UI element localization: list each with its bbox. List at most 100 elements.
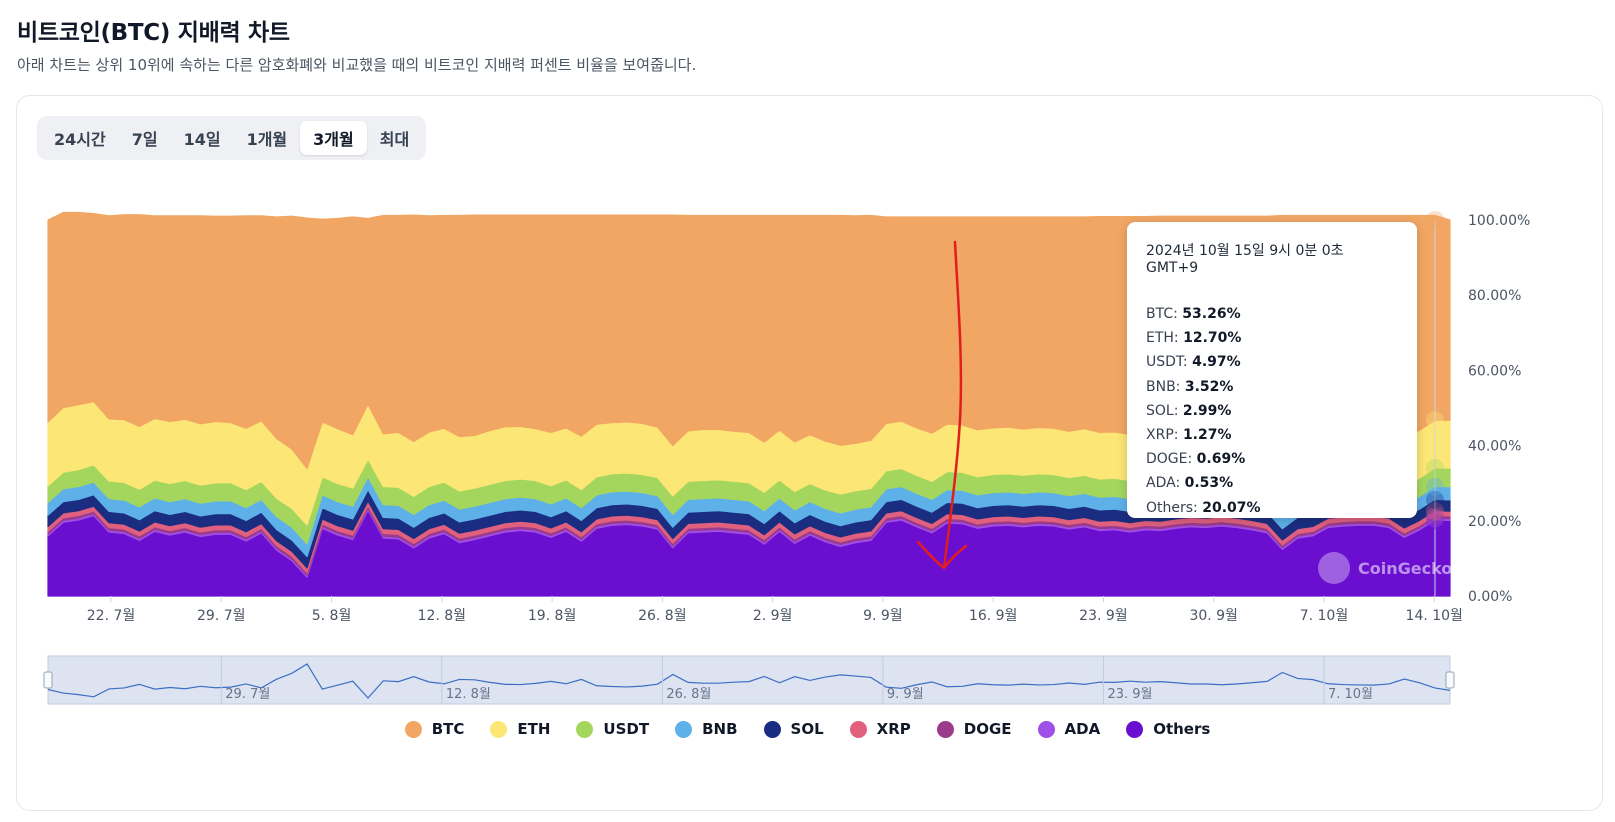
navigator-tick-label: 7. 10월 bbox=[1328, 687, 1373, 702]
coingecko-logo-icon bbox=[1318, 552, 1350, 584]
tooltip-row-usdt: USDT: 4.97% bbox=[1146, 350, 1398, 374]
legend-item-usdt[interactable]: USDT bbox=[576, 720, 649, 738]
x-tick-label: 9. 9월 bbox=[863, 608, 903, 624]
tooltip-series-name: BTC: bbox=[1146, 306, 1183, 322]
legend-item-eth[interactable]: ETH bbox=[490, 720, 550, 738]
chart-tooltip: 2024년 10월 15일 9시 0분 0초 GMT+9 BTC: 53.26%… bbox=[1127, 222, 1417, 518]
legend-swatch bbox=[763, 720, 781, 738]
watermark-text: CoinGecko bbox=[1358, 558, 1453, 578]
range-tab-2[interactable]: 14일 bbox=[183, 130, 221, 149]
legend-label: SOL bbox=[790, 720, 824, 738]
hover-marker-others bbox=[1426, 511, 1444, 530]
legend-item-bnb[interactable]: BNB bbox=[675, 720, 738, 738]
navigator-tick-label: 12. 8월 bbox=[446, 687, 491, 702]
y-tick-label: 0.00% bbox=[1468, 589, 1512, 605]
tooltip-series-name: ADA: bbox=[1146, 475, 1185, 492]
range-tab-4[interactable]: 3개월 bbox=[300, 121, 367, 155]
y-tick-label: 100.00% bbox=[1468, 213, 1530, 229]
range-tab-5[interactable]: 최대 bbox=[379, 130, 410, 149]
legend-item-btc[interactable]: BTC bbox=[404, 720, 464, 738]
red-annotation-arrow-icon bbox=[916, 240, 968, 570]
legend-item-sol[interactable]: SOL bbox=[763, 720, 824, 738]
range-tab-1[interactable]: 7일 bbox=[131, 130, 158, 149]
legend-label: XRP bbox=[876, 720, 911, 738]
y-tick-label: 60.00% bbox=[1468, 363, 1521, 379]
legend-label: BNB bbox=[702, 720, 738, 738]
tooltip-series-value: 1.27% bbox=[1182, 427, 1232, 444]
coingecko-watermark: CoinGecko bbox=[1318, 552, 1452, 584]
tooltip-series-name: DOGE: bbox=[1146, 451, 1197, 468]
tooltip-series-value: 3.52% bbox=[1184, 378, 1234, 395]
legend-swatch bbox=[576, 720, 594, 738]
tooltip-row-eth: ETH: 12.70% bbox=[1146, 326, 1398, 350]
tooltip-series-value: 2.99% bbox=[1182, 402, 1232, 419]
legend-item-others[interactable]: Others bbox=[1126, 720, 1210, 738]
range-tabs: 24시간 7일 14일 1개월 3개월 최대 bbox=[37, 116, 427, 160]
legend-item-ada[interactable]: ADA bbox=[1037, 720, 1101, 738]
legend-swatch bbox=[849, 720, 867, 738]
tooltip-series-value: 20.07% bbox=[1202, 499, 1261, 516]
legend-label: ETH bbox=[517, 720, 551, 738]
range-tab-0[interactable]: 24시간 bbox=[54, 130, 106, 149]
legend-swatch bbox=[490, 720, 508, 738]
navigator-right-handle[interactable] bbox=[1445, 671, 1455, 689]
tooltip-row-doge: DOGE: 0.69% bbox=[1146, 447, 1398, 471]
tooltip-series-value: 0.53% bbox=[1184, 475, 1234, 492]
tooltip-series-name: USDT: bbox=[1146, 354, 1193, 371]
x-tick-label: 29. 7월 bbox=[197, 608, 246, 624]
page-title: 비트코인(BTC) 지배력 차트 bbox=[17, 20, 290, 46]
x-tick-label: 2. 9월 bbox=[753, 608, 793, 624]
hover-marker-ada bbox=[1426, 509, 1444, 528]
tooltip-series-name: SOL: bbox=[1146, 402, 1183, 419]
hover-marker-xrp bbox=[1426, 502, 1444, 521]
hover-marker-btc bbox=[1426, 211, 1444, 229]
navigator-left-handle[interactable] bbox=[43, 671, 53, 689]
navigator-window[interactable] bbox=[47, 655, 1451, 705]
tooltip-series-value: 0.69% bbox=[1196, 451, 1246, 468]
x-tick-label: 12. 8월 bbox=[418, 608, 467, 624]
tooltip-series-value: 53.26% bbox=[1182, 306, 1241, 322]
navigator-tick-label: 23. 9월 bbox=[1107, 687, 1152, 702]
tooltip-series-name: Others: bbox=[1146, 499, 1203, 516]
x-tick-label: 30. 9월 bbox=[1189, 608, 1238, 624]
hover-marker-sol bbox=[1426, 490, 1444, 509]
tooltip-row-btc: BTC: 53.26% bbox=[1146, 302, 1398, 326]
legend-label: Others bbox=[1153, 720, 1211, 738]
hover-marker-doge bbox=[1426, 506, 1444, 525]
x-tick-label: 23. 9월 bbox=[1079, 608, 1128, 624]
hover-marker-eth bbox=[1426, 411, 1444, 430]
tooltip-series-name: BNB: bbox=[1146, 378, 1185, 395]
y-tick-label: 40.00% bbox=[1468, 439, 1521, 455]
series-area-btc[interactable] bbox=[47, 211, 1451, 470]
chart-legend: BTC ETH USDT BNB SOL XRP DOGE ADA Others bbox=[0, 720, 1615, 738]
dominance-chart[interactable]: 0.00% 20.00% 40.00% 60.00% 80.00% 100.00% 22. … bbox=[0, 0, 1615, 710]
tooltip-series-name: XRP: bbox=[1146, 427, 1183, 444]
tooltip-row-ada: ADA: 0.53% bbox=[1146, 471, 1398, 495]
x-tick-label: 7. 10월 bbox=[1300, 608, 1349, 624]
x-tick-label: 26. 8월 bbox=[638, 608, 687, 624]
legend-swatch bbox=[1037, 720, 1055, 738]
tooltip-series-name: ETH: bbox=[1146, 330, 1184, 347]
legend-item-xrp[interactable]: XRP bbox=[849, 720, 911, 738]
legend-swatch bbox=[675, 720, 693, 738]
legend-swatch bbox=[936, 720, 954, 738]
navigator-tick-label: 9. 9월 bbox=[887, 687, 924, 702]
navigator-series-line bbox=[47, 663, 1451, 699]
legend-label: ADA bbox=[1064, 720, 1101, 738]
legend-item-doge[interactable]: DOGE bbox=[936, 720, 1012, 738]
tooltip-row-bnb: BNB: 3.52% bbox=[1146, 375, 1398, 399]
y-tick-label: 80.00% bbox=[1468, 288, 1521, 304]
y-tick-label: 20.00% bbox=[1468, 514, 1521, 530]
tooltip-date: 2024년 10월 15일 9시 0분 0초 GMT+9 bbox=[1146, 243, 1344, 276]
legend-swatch bbox=[404, 720, 422, 738]
x-tick-label: 14. 10월 bbox=[1406, 608, 1463, 624]
range-tab-3[interactable]: 1개월 bbox=[246, 130, 288, 149]
tooltip-series-value: 12.70% bbox=[1183, 330, 1242, 347]
x-tick-label: 22. 7월 bbox=[87, 608, 136, 624]
page-subtitle: 아래 차트는 상위 10위에 속하는 다른 암호화폐와 비교했을 때의 비트코인… bbox=[17, 56, 697, 74]
x-tick-label: 5. 8월 bbox=[312, 608, 352, 624]
legend-label: DOGE bbox=[963, 720, 1012, 738]
tooltip-row-xrp: XRP: 1.27% bbox=[1146, 423, 1398, 447]
x-tick-label: 19. 8월 bbox=[528, 608, 577, 624]
tooltip-row-sol: SOL: 2.99% bbox=[1146, 399, 1398, 423]
